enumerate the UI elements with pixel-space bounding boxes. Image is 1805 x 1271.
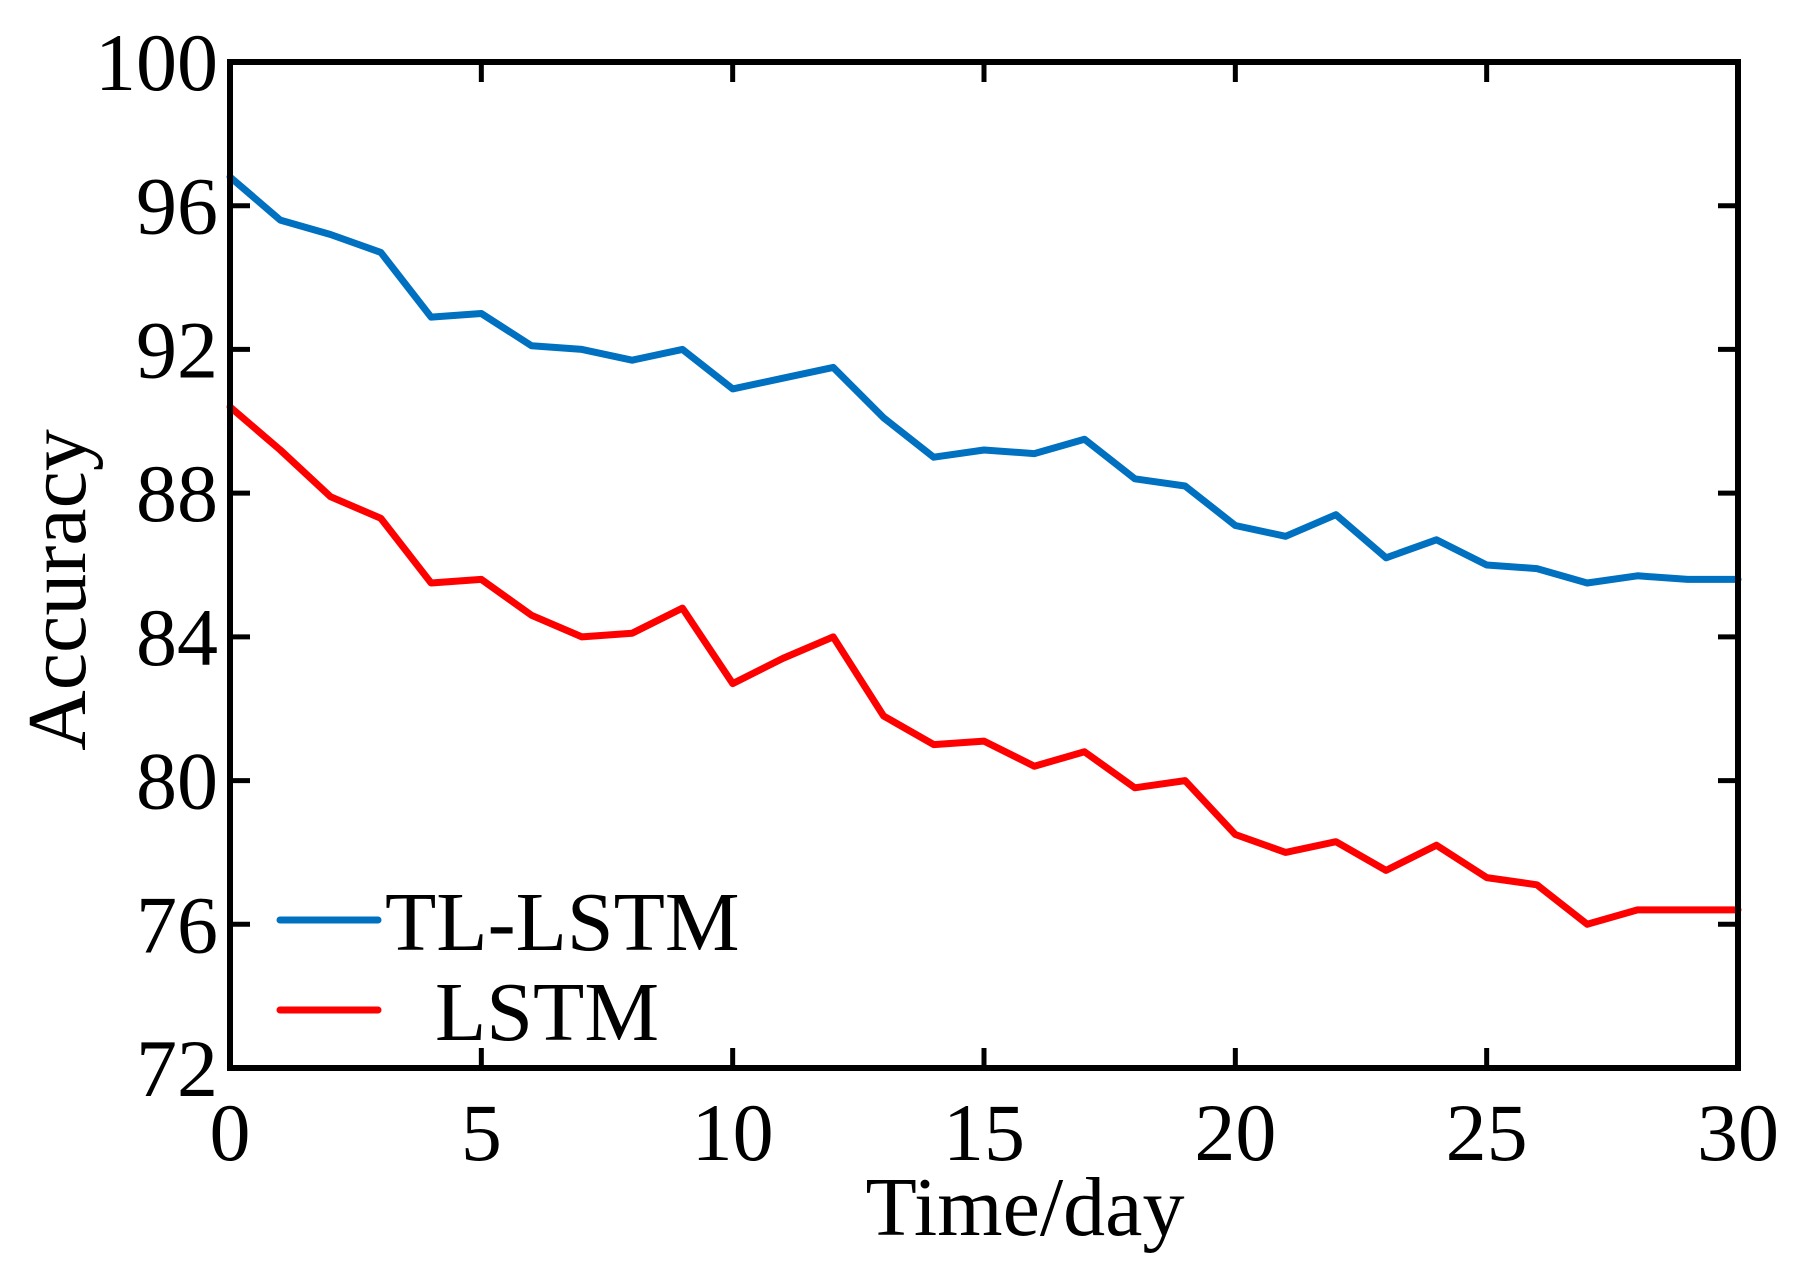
y-tick-label: 80 [136,736,218,827]
series-line-lstm [226,403,1742,928]
x-tick-label: 10 [692,1087,774,1178]
tick-labels: 0 5 10 15 20 25 30 72 76 80 84 88 92 96 100 [95,17,1779,1178]
axis-ticks [230,62,1738,1068]
x-tick-label: 5 [461,1087,502,1178]
legend-label: LSTM [435,966,659,1059]
y-tick-label: 84 [136,592,218,683]
y-axis-label: Accuracy [11,429,104,751]
x-tick-label: 0 [210,1087,251,1178]
x-tick-label: 15 [943,1087,1025,1178]
series-line-tl-lstm [226,173,1742,587]
x-tick-label: 25 [1446,1087,1528,1178]
x-tick-label: 30 [1697,1087,1779,1178]
y-tick-label: 96 [136,161,218,252]
y-tick-label: 92 [136,304,218,395]
y-tick-label: 76 [136,879,218,970]
legend-label: TL-LSTM [385,876,740,969]
x-tick-label: 20 [1194,1087,1276,1178]
series-lines [226,173,1742,928]
y-tick-label: 88 [136,448,218,539]
plot-frame [227,59,1741,1071]
y-tick-label: 72 [136,1023,218,1114]
x-axis-label: Time/day [866,1161,1185,1254]
y-tick-label: 100 [95,17,218,108]
